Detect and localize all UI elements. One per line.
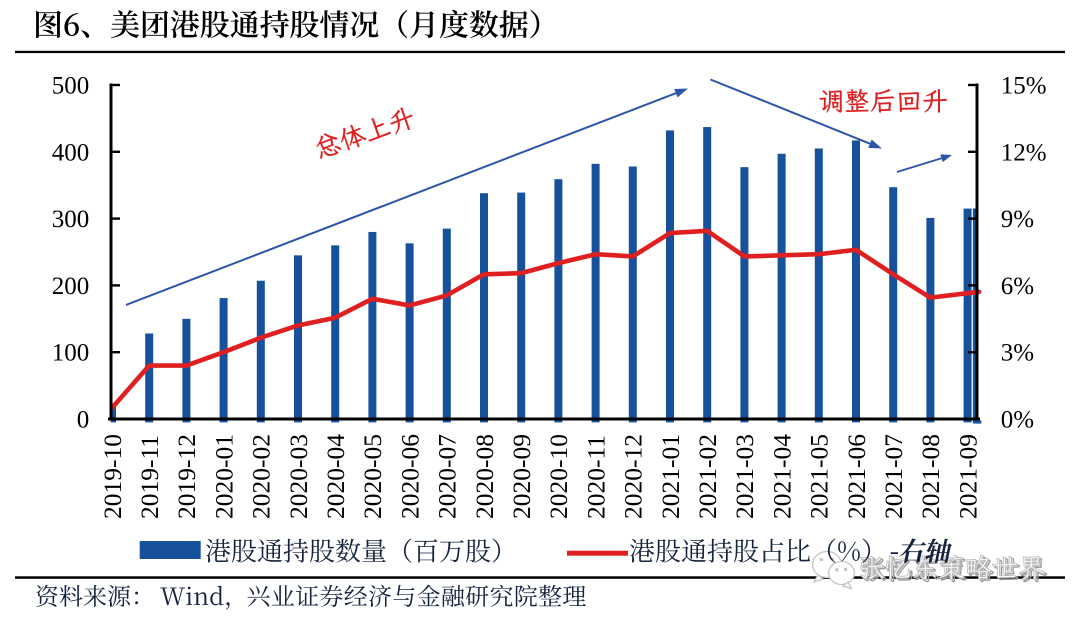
svg-text:3%: 3% (1001, 340, 1034, 367)
svg-text:2020-09: 2020-09 (507, 434, 536, 519)
svg-text:0%: 0% (1001, 407, 1034, 434)
svg-text:2020-02: 2020-02 (247, 434, 276, 519)
svg-text:300: 300 (52, 206, 90, 233)
svg-text:0: 0 (77, 407, 90, 434)
svg-text:2020-06: 2020-06 (395, 434, 424, 519)
svg-text:2020-03: 2020-03 (284, 434, 313, 519)
svg-text:200: 200 (52, 273, 90, 300)
svg-text:2021-09: 2021-09 (953, 434, 982, 519)
svg-text:2021-05: 2021-05 (805, 434, 834, 519)
svg-text:2019-10: 2019-10 (98, 434, 127, 519)
svg-text:2021-07: 2021-07 (879, 434, 908, 519)
svg-text:2021-08: 2021-08 (916, 434, 945, 519)
svg-text:2020-12: 2020-12 (619, 434, 648, 519)
svg-text:2020-04: 2020-04 (321, 434, 350, 519)
svg-text:2021-02: 2021-02 (693, 434, 722, 519)
svg-text:2020-05: 2020-05 (358, 434, 387, 519)
svg-text:2021-03: 2021-03 (730, 434, 759, 519)
svg-text:100: 100 (52, 340, 90, 367)
svg-text:6%: 6% (1001, 273, 1034, 300)
svg-text:500: 500 (52, 73, 90, 100)
svg-text:2019-12: 2019-12 (172, 434, 201, 519)
svg-text:2020-08: 2020-08 (470, 434, 499, 519)
svg-text:12%: 12% (1001, 139, 1047, 166)
svg-text:2019-11: 2019-11 (135, 435, 164, 519)
svg-text:2021-06: 2021-06 (842, 434, 871, 519)
svg-text:2020-10: 2020-10 (544, 434, 573, 519)
svg-text:2020-01: 2020-01 (209, 434, 238, 519)
svg-text:9%: 9% (1001, 206, 1034, 233)
svg-text:2020-11: 2020-11 (581, 435, 610, 519)
svg-text:2021-01: 2021-01 (656, 434, 685, 519)
svg-text:2021-04: 2021-04 (767, 434, 796, 519)
svg-text:2020-07: 2020-07 (433, 434, 462, 519)
svg-text:400: 400 (52, 139, 90, 166)
svg-text:15%: 15% (1001, 73, 1047, 100)
